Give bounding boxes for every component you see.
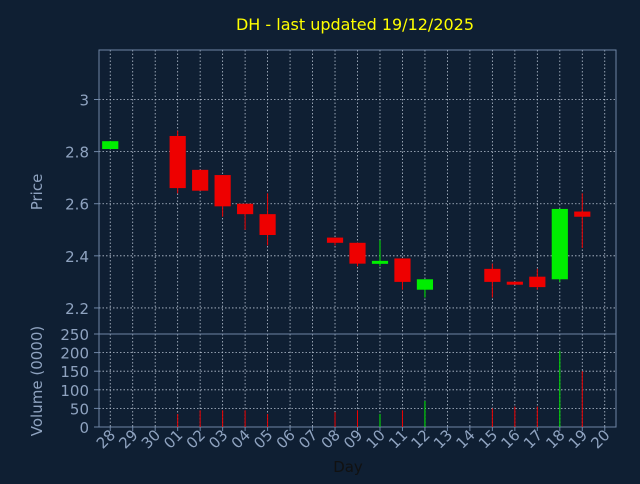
chart-title: DH - last updated 19/12/2025 [236, 15, 474, 34]
x-axis-label: Day [333, 458, 363, 476]
price-candles [102, 130, 591, 298]
price-tick-label: 2.2 [65, 300, 89, 318]
volume-tick-label: 150 [60, 363, 89, 381]
y-axis-label-price: Price [28, 174, 46, 211]
candle-body [326, 237, 344, 243]
candle-body [349, 242, 366, 264]
volume-tick-label: 100 [60, 382, 89, 400]
candle-body [506, 281, 523, 285]
candle-body [102, 141, 119, 150]
candle-body [574, 211, 591, 217]
candle-body [214, 175, 231, 207]
candle-body [529, 276, 546, 288]
price-tick-label: 2.8 [65, 144, 89, 162]
candle-body [551, 208, 568, 280]
candle-body [416, 279, 434, 290]
volume-tick-label: 250 [60, 326, 89, 344]
volume-tick-label: 50 [70, 400, 89, 418]
price-axis-ticks: 2.2 2.4 2.6 2.8 3 [65, 92, 99, 318]
day-tick-label: 20 [587, 426, 613, 452]
candle-body [192, 169, 209, 191]
price-tick-label: 2.4 [65, 248, 89, 266]
day-axis-ticks: 2829300102030405060708091011121314151617… [93, 426, 614, 452]
candle-body [237, 203, 254, 215]
grid [99, 50, 616, 428]
candle-body [394, 258, 411, 282]
price-tick-label: 3 [79, 92, 89, 110]
candle-body [371, 260, 389, 264]
y-axis-label-volume: Volume (0000) [28, 326, 46, 436]
candle-body [484, 268, 501, 282]
candle-body [259, 214, 276, 235]
price-tick-label: 2.6 [65, 196, 89, 214]
volume-tick-label: 0 [79, 419, 89, 437]
candle-body [169, 135, 186, 189]
volume-bars [177, 350, 583, 427]
volume-tick-label: 200 [60, 345, 89, 363]
